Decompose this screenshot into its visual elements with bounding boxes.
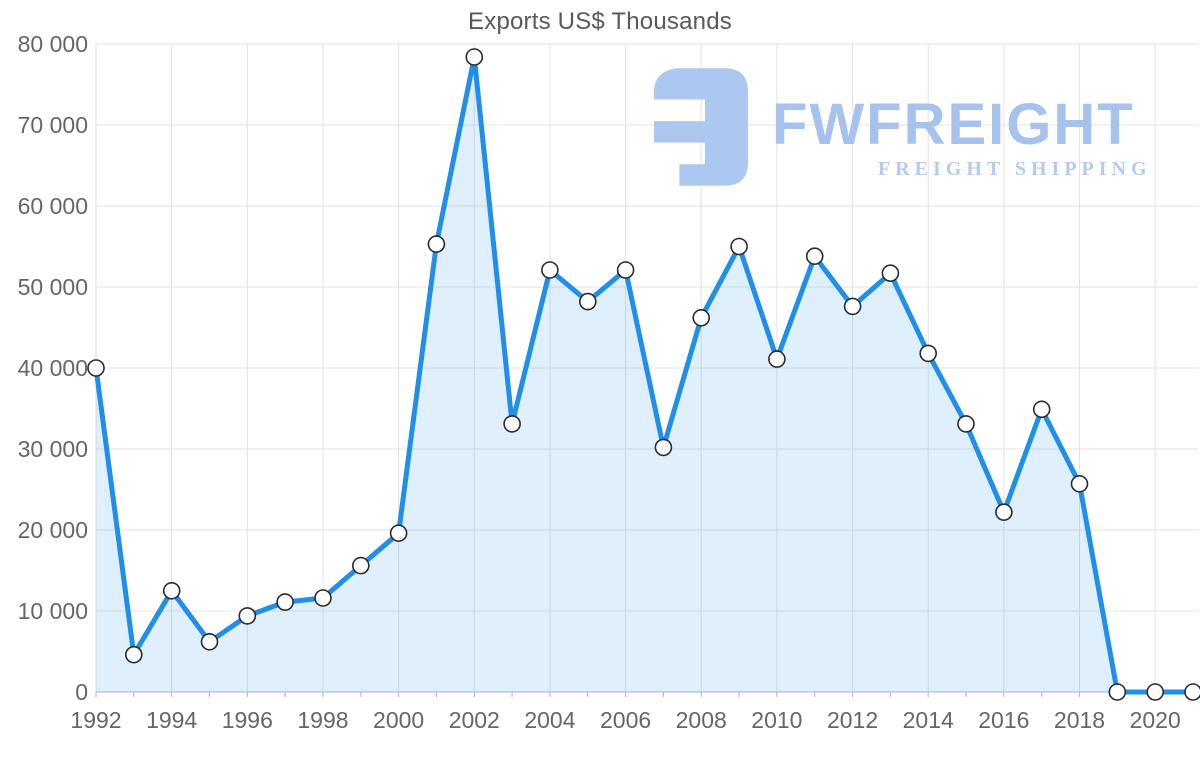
data-point-2007[interactable] xyxy=(654,438,673,457)
x-tick-label: 2014 xyxy=(903,707,954,733)
data-point-2012[interactable] xyxy=(843,297,862,316)
y-tick-label: 10 000 xyxy=(18,598,88,624)
data-point-2018[interactable] xyxy=(1070,474,1089,493)
y-tick-label: 40 000 xyxy=(18,355,88,381)
y-tick-label: 80 000 xyxy=(18,31,88,57)
data-point-1999[interactable] xyxy=(351,556,370,575)
x-tick-label: 2006 xyxy=(600,707,651,733)
data-point-1998[interactable] xyxy=(314,589,332,607)
data-point-1996[interactable] xyxy=(238,607,257,625)
data-point-2002[interactable] xyxy=(465,48,484,66)
chart-title: Exports US$ Thousands xyxy=(468,8,732,35)
x-tick-label: 1994 xyxy=(146,707,197,733)
data-point-1992[interactable] xyxy=(87,359,105,377)
data-point-2005[interactable] xyxy=(578,292,597,311)
data-point-2016[interactable] xyxy=(995,503,1013,522)
y-tick-label: 50 000 xyxy=(18,274,88,300)
y-tick-label: 60 000 xyxy=(18,193,88,219)
data-point-2011[interactable] xyxy=(805,247,824,266)
x-tick-label: 2000 xyxy=(373,707,424,733)
data-point-2017[interactable] xyxy=(1032,400,1051,419)
data-point-2008[interactable] xyxy=(692,308,711,327)
y-tick-label: 70 000 xyxy=(18,112,88,138)
data-point-2001[interactable] xyxy=(427,235,446,253)
data-point-2004[interactable] xyxy=(541,261,559,279)
data-point-2000[interactable] xyxy=(389,524,408,543)
data-point-2003[interactable] xyxy=(503,415,521,433)
data-point-2006[interactable] xyxy=(616,261,635,279)
x-tick-label: 1998 xyxy=(297,707,348,733)
x-tick-label: 2002 xyxy=(449,707,500,733)
x-tick-label: 2012 xyxy=(827,707,878,733)
series-area xyxy=(96,57,1193,692)
x-tick-label: 2004 xyxy=(524,707,575,733)
data-point-2015[interactable] xyxy=(957,415,975,433)
data-point-1994[interactable] xyxy=(162,581,181,600)
x-tick-label: 2016 xyxy=(978,707,1029,733)
x-tick-label: 1992 xyxy=(70,707,121,733)
data-point-2009[interactable] xyxy=(730,237,748,256)
data-point-2020[interactable] xyxy=(1146,683,1164,701)
x-tick-label: 1996 xyxy=(222,707,273,733)
y-tick-label: 30 000 xyxy=(18,436,88,462)
data-point-2014[interactable] xyxy=(919,344,938,363)
x-tick-label: 2008 xyxy=(676,707,727,733)
data-point-2010[interactable] xyxy=(768,350,786,368)
data-point-2019[interactable] xyxy=(1108,683,1127,701)
x-tick-label: 2018 xyxy=(1054,707,1105,733)
x-tick-label: 2010 xyxy=(751,707,802,733)
data-point-2021[interactable] xyxy=(1184,683,1200,701)
data-point-2013[interactable] xyxy=(881,264,900,283)
data-point-1993[interactable] xyxy=(125,645,143,664)
data-point-1997[interactable] xyxy=(276,593,294,611)
y-tick-label: 0 xyxy=(75,679,88,705)
x-tick-label: 2020 xyxy=(1130,707,1181,733)
y-tick-label: 20 000 xyxy=(18,517,88,543)
data-point-1995[interactable] xyxy=(200,632,219,651)
